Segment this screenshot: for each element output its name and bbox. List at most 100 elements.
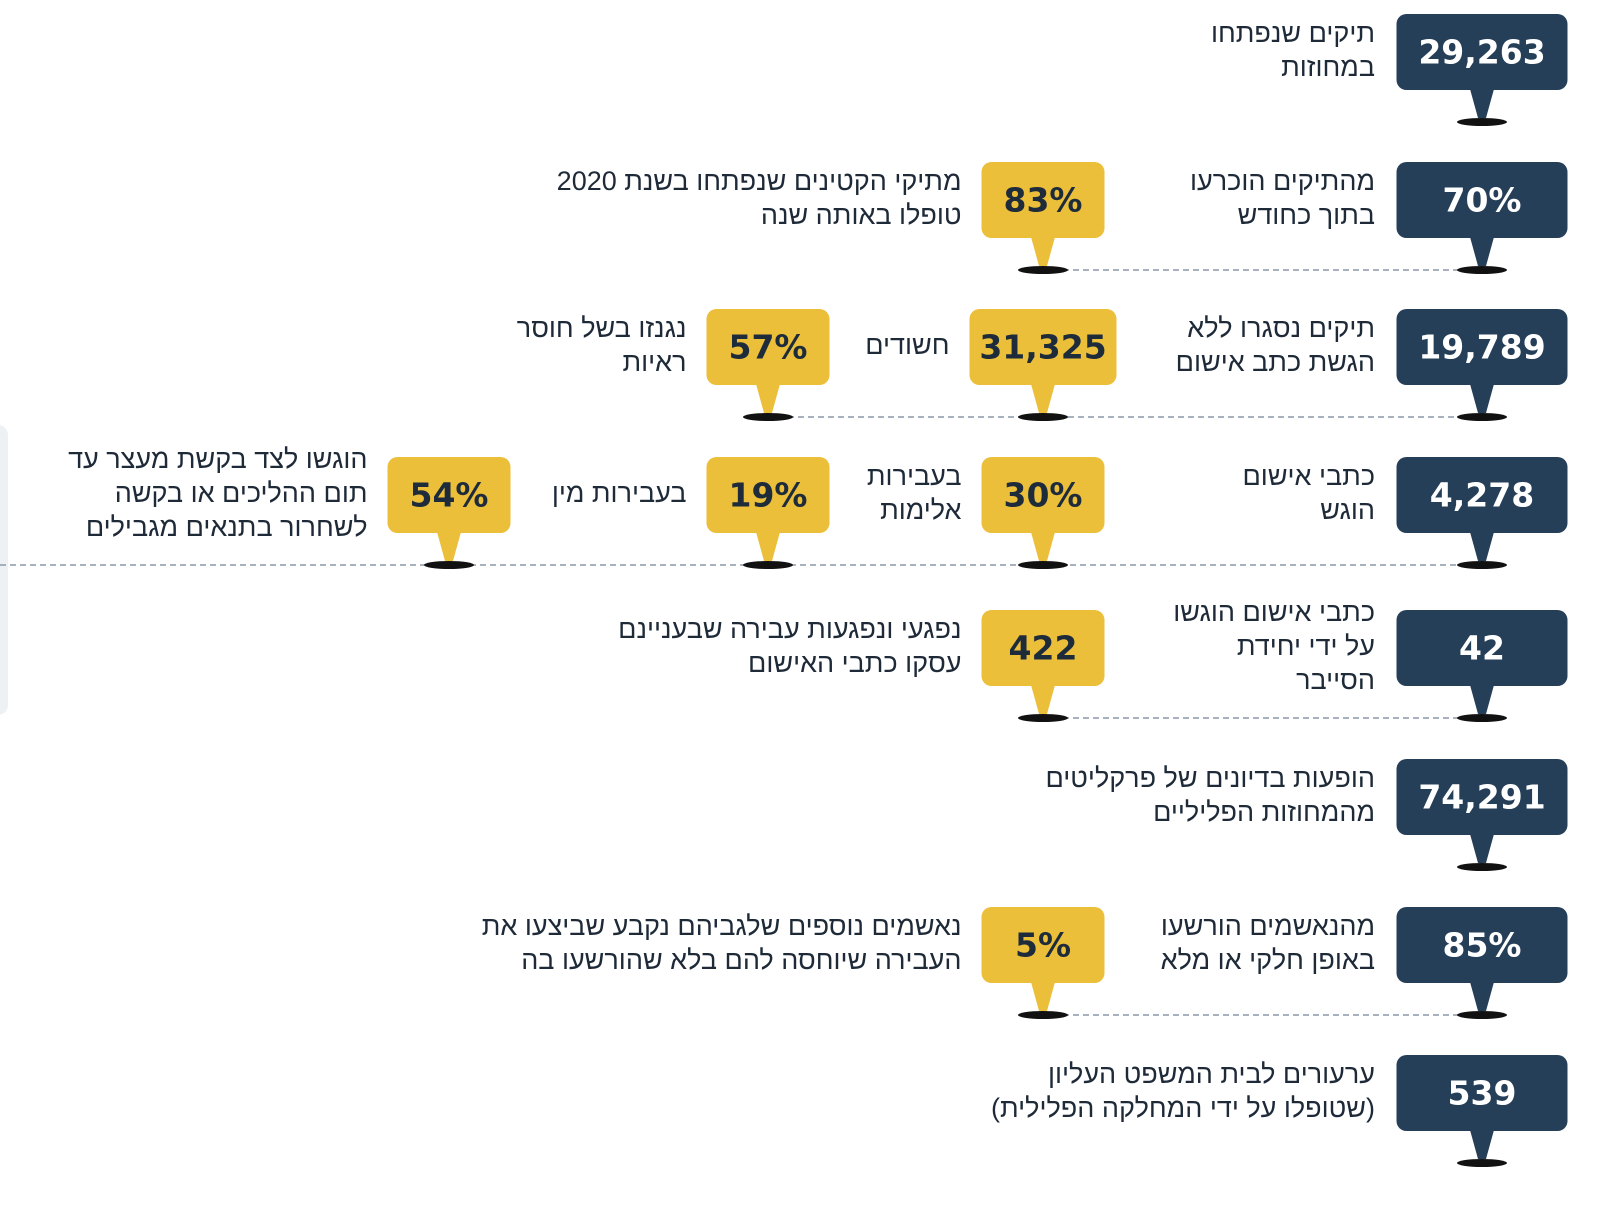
stat-value: 57% [729,328,808,367]
main-badge [1396,162,1568,238]
label-line: הופעות בדיונים של פרקליטים [1045,763,1375,793]
sub-badge [981,457,1105,533]
stat-value: 74,291 [1418,778,1545,817]
stat-label: מתיקי הקטינים שנפתחו בשנת 2020 טופלו באות… [557,164,962,232]
pin [1457,561,1507,569]
pointer [1470,89,1494,118]
pointer [1031,685,1055,714]
pin [424,561,474,569]
pointer [1031,237,1055,266]
pointer [1470,834,1494,863]
side-panel [0,425,8,715]
label-line: תיקים נסגרו ללא [1187,313,1375,343]
label-line: בעבירות [866,461,962,491]
label-line: אלימות [880,495,962,525]
label-line: במחוזות [1281,52,1375,82]
pointer [437,532,461,561]
stat-label: בעבירות אלימות [867,459,962,527]
pointer [756,532,780,561]
stat-value: 31,325 [979,328,1106,367]
pin [1457,118,1507,126]
pin [1457,266,1507,274]
pin [1457,413,1507,421]
label-line: באופן חלקי או מלא [1160,945,1375,975]
pin [1018,714,1068,722]
label-line: כתבי אישום הוגשו [1173,597,1375,627]
pin [1457,1159,1507,1167]
label-line: ראיות [622,347,687,377]
pointer [1470,532,1494,561]
pin [1457,863,1507,871]
main-badge [1396,907,1568,983]
sub-badge [706,309,830,385]
stat-label: תיקים נסגרו ללא הגשת כתב אישום [1176,311,1375,379]
stat-label: חשודים [865,328,949,362]
sub-badge [981,610,1105,686]
sub-badge [981,907,1105,983]
pointer [1470,1130,1494,1159]
stat-value: 70% [1443,181,1522,220]
main-badge [1396,309,1568,385]
main-badge [1396,14,1568,90]
pin [1018,561,1068,569]
label-line: נאשמים נוספים שלגביהם נקבע שביצעו את [481,911,962,941]
pin [1457,714,1507,722]
stat-label: בעבירות מין [552,476,687,510]
stat-label: הופעות בדיונים של פרקליטים מהמחוזות הפליל… [1046,761,1375,829]
label-line: מתיקי הקטינים שנפתחו בשנת 2020 [556,166,962,196]
stat-value: 539 [1448,1074,1517,1113]
pointer [1031,982,1055,1011]
stat-label: הוגשו לצד בקשת מעצר עד תום ההליכים או בקש… [68,442,367,544]
pin [743,561,793,569]
label-line: מהתיקים הוכרעו [1190,166,1375,196]
stat-value: 422 [1009,629,1078,668]
pointer [1470,237,1494,266]
stat-value: 5% [1015,926,1071,965]
pointer [756,384,780,413]
label-line: בתוך כחודש [1237,200,1375,230]
stat-label: מהתיקים הוכרעו בתוך כחודש [1190,164,1375,232]
main-badge [1396,1055,1568,1131]
stat-label: נפגעי ונפגעות עבירה שבעניינם עסקו כתבי הא… [618,612,961,680]
stat-label: נאשמים נוספים שלגביהם נקבע שביצעו את העבי… [482,909,962,977]
stat-value: 19% [729,476,808,515]
pin [1018,413,1068,421]
pin [1018,266,1068,274]
pointer [1031,532,1055,561]
pin [743,413,793,421]
stat-value: 85% [1443,926,1522,965]
pin [1457,1011,1507,1019]
pointer [1031,384,1055,413]
stat-value: 42 [1459,629,1505,668]
label-line: הסייבר [1296,665,1375,695]
pointer [1470,685,1494,714]
label-line: חשודים [865,330,950,360]
stat-value: 19,789 [1418,328,1545,367]
label-line: לשחרור בתנאים מגבילים [85,512,368,542]
pin [1018,1011,1068,1019]
pointer [1470,384,1494,413]
label-line: תום ההליכים או בקשה [114,478,368,508]
label-line: נגנזו בשל חוסר [516,313,687,343]
label-line: העבירה שיוחסה להם בלא שהורשעו בה [521,945,962,975]
main-badge [1396,457,1568,533]
stat-label: ערעורים לבית המשפט העליון (שטופלו על ידי … [991,1057,1375,1125]
stat-label: נגנזו בשל חוסר ראיות [517,311,687,379]
label-line: תיקים שנפתחו [1210,18,1375,48]
label-line: עסקו כתבי האישום [748,648,962,678]
label-line: מהמחוזות הפליליים [1153,797,1375,827]
pointer [1470,982,1494,1011]
label-line: על ידי יחידת [1236,631,1375,661]
label-line: הוגשו לצד בקשת מעצר עד [68,444,368,474]
label-line: כתבי אישום [1242,461,1376,491]
label-line: נפגעי ונפגעות עבירה שבעניינם [618,614,962,644]
sub-badge [981,162,1105,238]
label-line: טופלו באותה שנה [760,200,962,230]
label-line: מהנאשמים הורשעו [1160,911,1375,941]
stat-value: 29,263 [1418,33,1545,72]
stat-value: 83% [1004,181,1083,220]
label-line: (שטופלו על ידי המחלקה הפלילית) [991,1093,1375,1123]
sub-badge [387,457,511,533]
